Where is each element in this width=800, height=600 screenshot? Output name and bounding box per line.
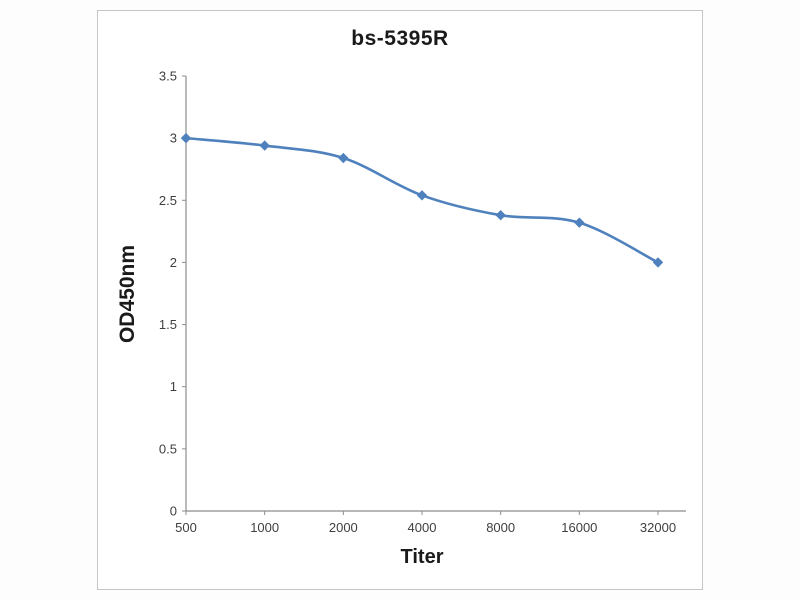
data-point-marker (259, 140, 270, 151)
data-point-marker (180, 132, 192, 144)
x-tick-label: 8000 (486, 520, 515, 535)
data-point-marker (652, 257, 664, 268)
chart-title: bs-5395R (351, 27, 449, 50)
x-tick-label: 4000 (408, 520, 437, 535)
y-tick-label: 3.5 (159, 69, 177, 84)
y-tick-label: 0 (170, 504, 177, 519)
x-tick-label: 2000 (329, 520, 358, 535)
line-chart-svg: 0 0.5 1 1.5 2 2.5 3 3.5 500 1000 2000 4000 8000 16000… (159, 69, 686, 535)
y-tick-label: 1.5 (159, 317, 177, 332)
x-tick-label: 32000 (640, 520, 676, 535)
y-tick-label: 3 (170, 131, 177, 146)
y-tick-label: 1 (170, 379, 177, 394)
x-axis-label: Titer (400, 546, 444, 568)
y-tick-label: 2 (170, 255, 177, 270)
data-point-marker (416, 190, 428, 201)
data-point-marker (495, 209, 506, 221)
x-tick-label: 16000 (561, 520, 597, 535)
y-tick-label: 0.5 (159, 441, 177, 456)
data-point-marker (574, 217, 585, 228)
x-tick-label: 1000 (250, 520, 279, 535)
chart-panel: bs-5395R 0 0.5 1 1.5 2 2.5 3 3.5 500 1000 2000 4000… (97, 10, 703, 590)
y-tick-label: 2.5 (159, 193, 177, 208)
x-tick-label: 500 (175, 520, 197, 535)
data-point-marker (338, 152, 349, 164)
y-axis-label: OD450nm (116, 244, 139, 344)
